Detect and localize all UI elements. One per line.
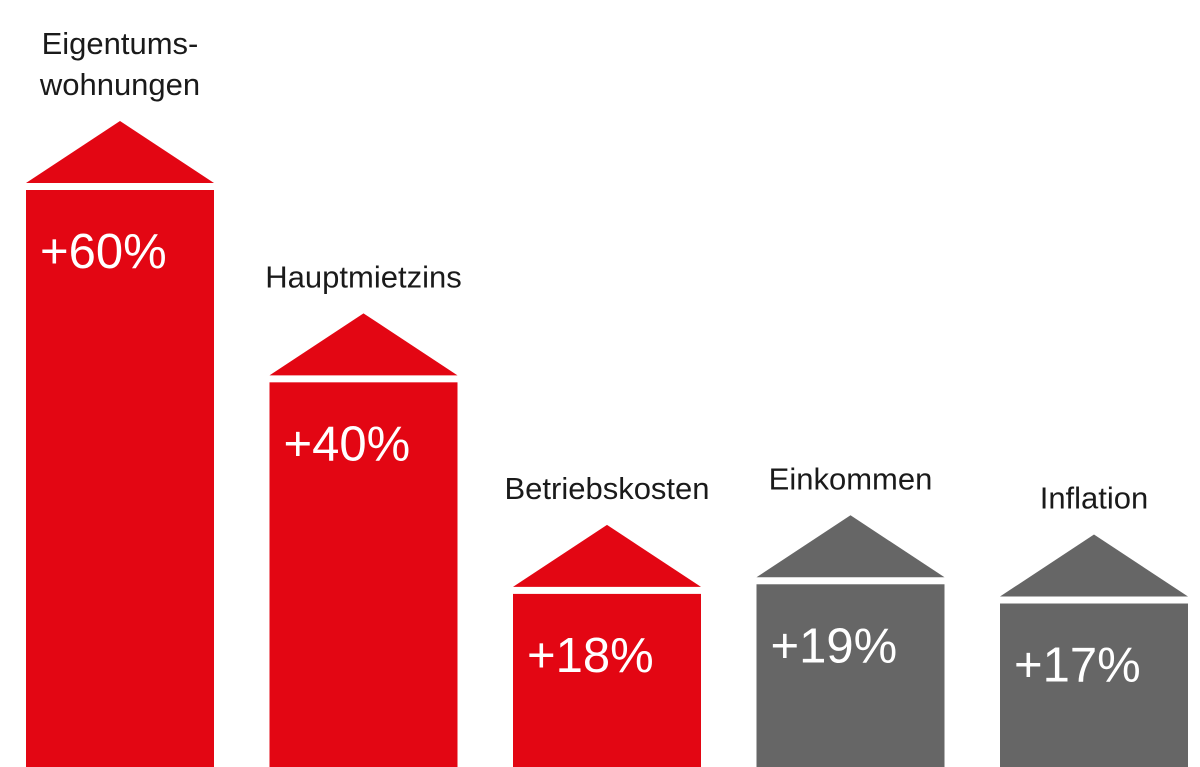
category-label: Einkommen (769, 461, 933, 496)
bar (269, 382, 458, 767)
value-label: +40% (284, 417, 411, 471)
category-label: wohnungen (39, 67, 200, 102)
bar-roof (513, 524, 701, 587)
category-label: Eigentums- (42, 26, 199, 61)
bar-roof (26, 121, 214, 183)
bar (513, 593, 701, 767)
category-label: Inflation (1040, 481, 1149, 516)
bar (26, 190, 214, 767)
value-label: +60% (40, 225, 167, 279)
bar (756, 584, 945, 767)
value-label: +18% (527, 629, 654, 683)
bar (1000, 603, 1188, 767)
category-label: Hauptmietzins (265, 259, 461, 294)
category-label: Betriebskosten (504, 471, 709, 506)
bar-roof (1000, 534, 1188, 597)
bar-roof (269, 313, 458, 376)
bar-roof (756, 515, 945, 578)
value-label: +19% (771, 619, 898, 673)
value-label: +17% (1014, 639, 1141, 693)
